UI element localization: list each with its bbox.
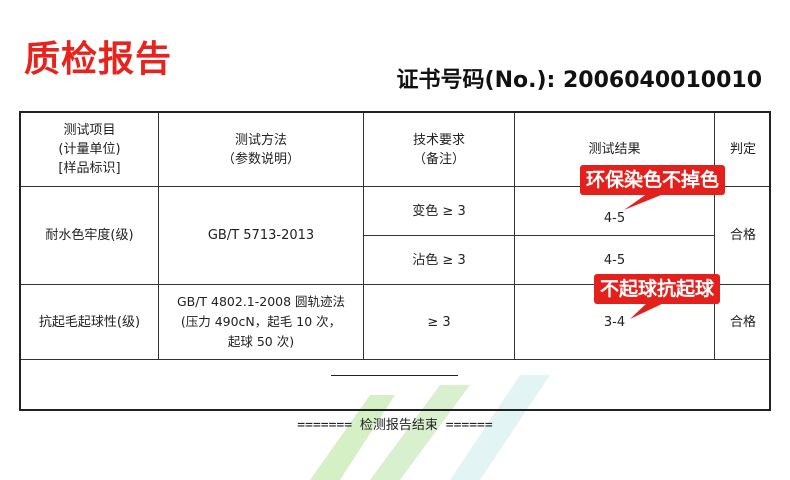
header-item-unit: (计量单位) xyxy=(58,142,121,157)
certificate-number: 证书号码(No.): 2006040010010 xyxy=(396,68,762,93)
callout-text: 环保染色不掉色 xyxy=(586,169,720,191)
report-table: 测试项目 (计量单位) [样品标识] 测试方法 （参数说明） 技术要求 （备注）… xyxy=(19,111,771,411)
row1-sub1-requirement: 变色 ≥ 3 xyxy=(364,187,514,235)
row1-sub2-requirement: 沾色 ≥ 3 xyxy=(364,236,514,284)
header-item: 测试项目 (计量单位) [样品标识] xyxy=(21,113,158,186)
verdict-value: 合格 xyxy=(729,228,756,243)
row2-method-line: (压力 490cN，起毛 10 次， xyxy=(180,314,342,329)
result-value: 4-5 xyxy=(603,210,626,226)
watermark-logo xyxy=(310,375,550,480)
header-method-note: （参数说明） xyxy=(221,151,300,167)
row1-method-line: GB/T 5713-2013 xyxy=(207,228,315,243)
header-result: 测试结果 xyxy=(515,113,714,186)
verdict-value: 合格 xyxy=(729,314,756,330)
header-result-label: 测试结果 xyxy=(588,142,641,157)
row1-sub2-result: 4-5 xyxy=(515,236,714,284)
row1-verdict: 合格 xyxy=(715,187,771,284)
header-verdict: 判定 xyxy=(715,113,771,186)
requirement-value: ≥ 3 xyxy=(427,314,451,330)
row2-item: 抗起毛起球性(级) xyxy=(21,285,158,359)
requirement-value: 沾色 ≥ 3 xyxy=(412,252,466,268)
callout-text: 不起球抗起球 xyxy=(600,278,715,300)
row1-sub1-result: 4-5 xyxy=(515,187,714,235)
requirement-value: 变色 ≥ 3 xyxy=(412,203,466,219)
result-value: 4-5 xyxy=(603,252,626,268)
callout-anti-pilling: 不起球抗起球 xyxy=(594,274,721,319)
row2-method-line: GB/T 4802.1-2008 圆轨迹法 xyxy=(176,294,346,309)
row2-method-line: 起球 50 次) xyxy=(227,334,295,349)
row2-method: GB/T 4802.1-2008 圆轨迹法 (压力 490cN，起毛 10 次，… xyxy=(159,285,363,359)
row1-item-label: 耐水色牢度(级) xyxy=(45,228,134,243)
row2-item-label: 抗起毛起球性(级) xyxy=(38,314,141,330)
header-item-sample: [样品标识] xyxy=(58,161,121,176)
report-end-line: ======= 检测报告结束 ====== xyxy=(297,418,493,433)
header-requirement-label: 技术要求 xyxy=(412,132,465,148)
row2-requirement: ≥ 3 xyxy=(364,285,514,359)
row1-method: GB/T 5713-2013 xyxy=(159,187,363,284)
header-requirement-note: （备注） xyxy=(412,151,465,167)
header-method: 测试方法 （参数说明） xyxy=(159,113,363,186)
signature-line xyxy=(331,375,458,376)
result-value: 3-4 xyxy=(603,314,626,330)
header-method-label: 测试方法 xyxy=(234,132,287,148)
row1-item: 耐水色牢度(级) xyxy=(21,187,158,284)
row2-result: 3-4 xyxy=(515,285,714,359)
row2-verdict: 合格 xyxy=(715,285,771,359)
page-title: 质检报告 xyxy=(24,39,173,80)
header-item-label: 测试项目 xyxy=(63,123,116,138)
header-verdict-label: 判定 xyxy=(729,142,756,157)
header-requirement: 技术要求 （备注） xyxy=(364,113,514,186)
callout-eco-dye: 环保染色不掉色 xyxy=(580,165,726,210)
